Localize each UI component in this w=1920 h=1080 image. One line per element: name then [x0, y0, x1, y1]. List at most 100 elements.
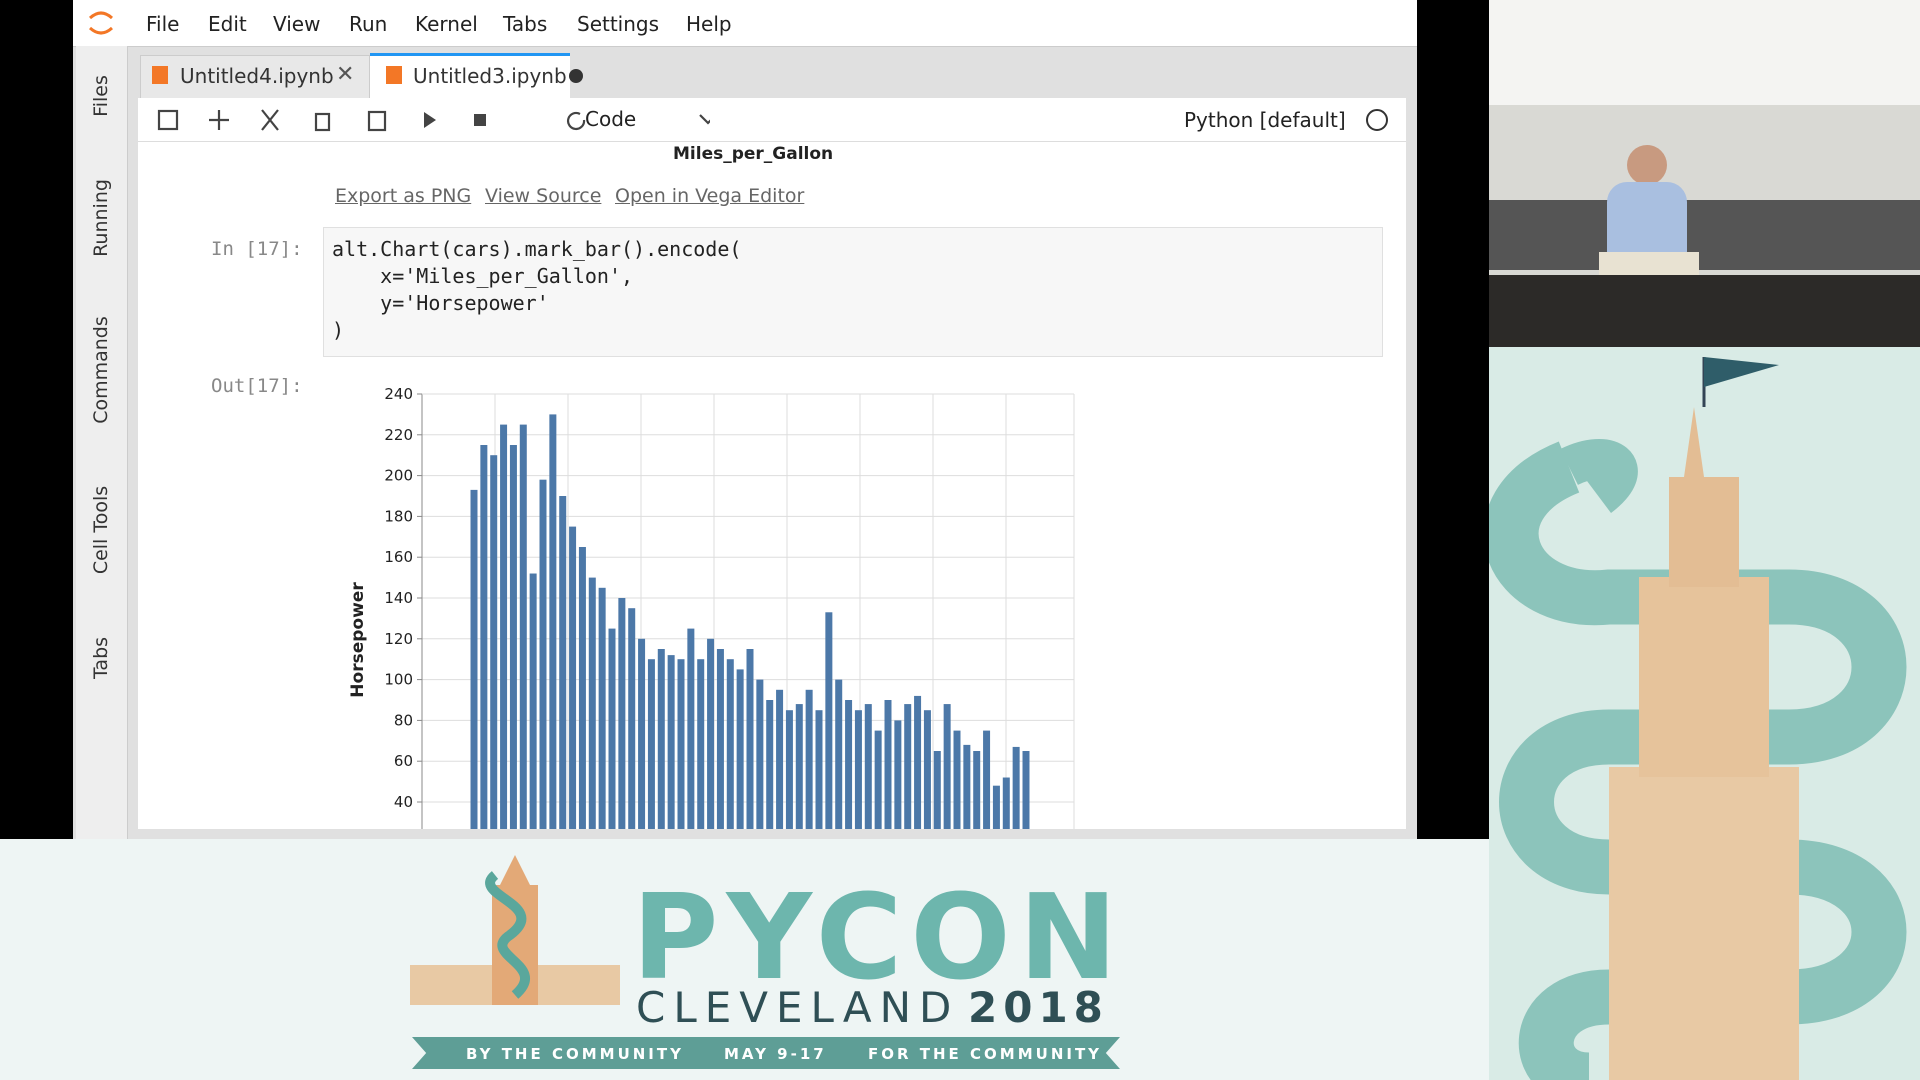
code-line: alt.Chart(cars).mark_bar().encode( — [332, 237, 742, 261]
bar — [539, 479, 547, 829]
restart-icon[interactable] — [567, 111, 586, 131]
bar — [687, 628, 695, 829]
cut-icon[interactable] — [261, 109, 279, 131]
run-icon[interactable] — [424, 112, 436, 128]
notebook-icon — [152, 66, 168, 84]
bar — [884, 700, 892, 829]
code-line: y='Horsepower' — [332, 291, 549, 315]
bar — [992, 785, 1000, 829]
paste-icon[interactable] — [367, 110, 387, 132]
bar — [500, 424, 508, 829]
tab-active[interactable] — [370, 53, 570, 101]
bar — [825, 612, 833, 829]
vega-link[interactable]: Open in Vega Editor — [615, 185, 805, 207]
code-line: x='Miles_per_Gallon', — [332, 264, 634, 288]
y-tick-label: 140 — [384, 589, 413, 607]
bar — [529, 573, 537, 829]
y-tick-label: 120 — [384, 630, 413, 648]
speaker-head — [1627, 145, 1667, 185]
cell-type[interactable]: Code — [585, 107, 637, 131]
bar — [874, 730, 882, 829]
menu-item[interactable]: Tabs — [503, 12, 548, 36]
bar — [815, 710, 823, 829]
bar — [667, 655, 675, 829]
bar — [638, 638, 646, 829]
menu-item[interactable]: Run — [349, 12, 388, 36]
bar — [707, 638, 715, 829]
bar — [845, 700, 853, 829]
menu-item[interactable]: Help — [686, 12, 732, 36]
menu-item[interactable]: Edit — [208, 12, 247, 36]
menu-item[interactable]: View — [273, 12, 321, 36]
ribbon-text: BY THE COMMUNITY — [466, 1045, 684, 1063]
bar — [795, 704, 803, 829]
bar — [647, 659, 655, 829]
bar — [618, 598, 626, 829]
jupyter-logo — [88, 11, 114, 35]
bar — [726, 659, 734, 829]
bar — [549, 414, 557, 829]
bar — [943, 704, 951, 829]
bar — [608, 628, 616, 829]
speaker-body — [1607, 182, 1687, 262]
y-tick-label: 220 — [384, 426, 413, 444]
tab-title[interactable]: Untitled3.ipynb — [413, 64, 567, 88]
toolbar — [138, 98, 1406, 142]
banner-tower — [410, 855, 620, 1005]
speaker-video — [1489, 0, 1920, 347]
bar — [697, 659, 705, 829]
menu-item[interactable]: Settings — [577, 12, 660, 36]
previous-axis-title: Miles_per_Gallon — [673, 144, 834, 164]
ribbon — [412, 1037, 1120, 1069]
bar — [756, 679, 764, 829]
bar — [1022, 751, 1030, 829]
bar — [805, 689, 813, 829]
tab-title[interactable]: Untitled4.ipynb — [180, 64, 334, 88]
bar — [519, 424, 527, 829]
source-link[interactable]: View Source — [485, 185, 602, 207]
bar — [578, 547, 586, 829]
bar — [716, 649, 724, 829]
bar — [559, 496, 567, 829]
bar — [1002, 777, 1010, 829]
city: CLEVELAND — [636, 983, 960, 1032]
bar — [904, 704, 912, 829]
snake-tower — [1489, 357, 1907, 1080]
bar — [598, 587, 606, 829]
tab[interactable] — [140, 55, 370, 100]
bar — [933, 751, 941, 829]
stop-icon[interactable] — [474, 114, 486, 126]
bar — [894, 720, 902, 829]
bar — [657, 649, 665, 829]
y-tick-label: 180 — [384, 507, 413, 525]
bar — [776, 689, 784, 829]
kernel-name[interactable]: Python [default] — [1184, 108, 1346, 132]
ribbon-text: FOR THE COMMUNITY — [868, 1045, 1103, 1063]
copy-icon[interactable] — [314, 112, 331, 132]
menu-item[interactable]: Kernel — [415, 12, 478, 36]
save-icon[interactable] — [157, 109, 179, 131]
pycon-title: PYCON — [632, 868, 1126, 1006]
toolbar-icons — [157, 109, 710, 132]
close-icon[interactable]: ✕ — [336, 62, 355, 87]
left-sidebar — [76, 46, 128, 839]
code-line: ) — [332, 318, 345, 342]
code-cell[interactable] — [323, 227, 1383, 357]
bar — [766, 700, 774, 829]
menu-item[interactable]: File — [146, 12, 180, 36]
chart: 40 60 80 100 120 140 160 180 200 220 240 Horsepower — [348, 385, 1075, 829]
menu-bar — [73, 0, 1417, 47]
bar — [628, 608, 636, 829]
y-tick-label: 240 — [384, 385, 413, 403]
unsaved-dot — [569, 69, 583, 83]
bar — [490, 455, 498, 829]
bar — [1012, 746, 1020, 829]
dropdown-icon[interactable] — [699, 114, 710, 125]
pycon-art — [1489, 347, 1920, 1080]
bar — [963, 744, 971, 829]
export-link[interactable]: Export as PNG — [335, 185, 472, 207]
bar — [470, 489, 478, 829]
add-icon[interactable] — [209, 110, 229, 130]
bar — [569, 526, 577, 829]
